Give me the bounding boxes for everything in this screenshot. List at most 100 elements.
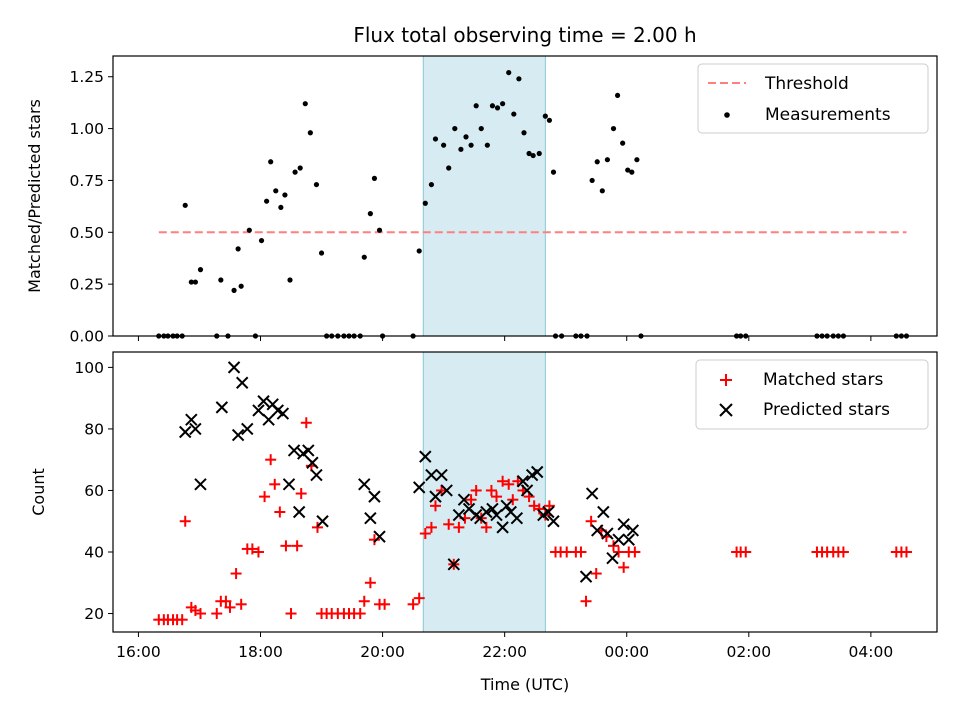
measurement-point	[500, 101, 506, 107]
measurement-point	[468, 142, 474, 148]
top-y-tick-label: 0.00	[69, 328, 104, 346]
matched-star-point	[590, 568, 602, 580]
predicted-star-point	[601, 527, 614, 540]
matched-star-point	[419, 528, 431, 540]
measurement-point	[542, 113, 548, 119]
bottom-legend-box	[695, 359, 929, 430]
measurement-point	[313, 181, 320, 188]
matched-star-point	[837, 546, 849, 558]
predicted-star-point	[235, 376, 249, 389]
matched-star-point	[740, 546, 752, 558]
x-tick-label: 02:00	[726, 643, 771, 661]
matched-star-point	[246, 543, 258, 555]
matched-star-point	[354, 608, 366, 620]
measurement-point	[511, 111, 517, 117]
matched-star-point	[453, 521, 465, 533]
matched-star-point	[507, 494, 519, 506]
predicted-star-point	[302, 444, 315, 457]
bottom-y-axis-label: Count	[29, 468, 48, 516]
bottom-legend: Matched stars Predicted stars	[695, 359, 929, 430]
predicted-star-point	[412, 481, 426, 494]
predicted-star-point	[585, 487, 599, 500]
measurement-point	[192, 279, 198, 285]
x-tick-label: 04:00	[849, 643, 894, 661]
matched-star-point	[429, 500, 441, 512]
measurement-point	[604, 157, 611, 163]
measurement-point	[371, 175, 378, 181]
x-tick-label: 16:00	[116, 643, 161, 661]
measurement-point	[546, 117, 553, 123]
matched-star-point	[407, 598, 419, 610]
matched-star-point	[503, 478, 515, 490]
measurement-point	[589, 177, 595, 184]
matched-star-point	[179, 515, 191, 527]
predicted-star-point	[500, 499, 513, 513]
top-data-points	[156, 69, 910, 339]
bottom-y-tick-label: 20	[84, 605, 104, 623]
predicted-star-point	[542, 505, 555, 519]
matched-star-point	[543, 500, 555, 512]
measurement-point	[297, 165, 303, 171]
measurement-point	[599, 188, 605, 194]
top-y-axis: 0.00 0.25 0.50 0.75 1.00 1.25	[69, 68, 113, 346]
measurement-point	[494, 105, 501, 111]
predicted-star-point	[282, 478, 296, 491]
bottom-panel: 20 40 60 80 100 16:00 18:00 20:00 22:00 00:00 02:…	[29, 351, 938, 694]
top-y-tick-label: 1.25	[69, 68, 104, 86]
matched-star-point	[265, 454, 277, 466]
matched-star-point	[585, 515, 597, 527]
x-tick-label: 00:00	[604, 643, 649, 661]
predicted-star-point	[496, 521, 509, 534]
matched-star-point	[491, 491, 503, 503]
matched-star-point	[364, 577, 376, 589]
measurement-point	[318, 250, 325, 256]
predicted-star-point	[185, 413, 198, 426]
matched-star-point	[379, 598, 391, 610]
threshold-legend-label: Threshold	[764, 74, 849, 94]
predicted-stars-legend-label: Predicted stars	[763, 400, 890, 420]
measurement-point	[367, 211, 373, 217]
matched-star-point	[413, 592, 425, 604]
predicted-star-point	[435, 468, 448, 482]
matched-star-point	[235, 598, 247, 610]
x-tick-label: 18:00	[238, 643, 283, 661]
matched-star-point	[629, 546, 641, 558]
measurement-point	[536, 150, 542, 157]
predicted-star-point	[480, 505, 493, 519]
measurement-point	[473, 103, 479, 109]
predicted-star-point	[452, 508, 466, 522]
predicted-star-point	[606, 551, 619, 565]
predicted-star-point	[189, 422, 202, 436]
bottom-x-axis-label: Time (UTC)	[480, 675, 569, 694]
measurement-point	[625, 167, 631, 173]
predicted-star-point	[490, 508, 503, 522]
matched-star-point	[291, 540, 303, 552]
matched-star-point	[368, 534, 380, 546]
predicted-star-point	[252, 404, 265, 417]
matched-star-point	[311, 521, 323, 533]
measurement-point	[446, 165, 452, 171]
predicted-star-point	[368, 490, 381, 503]
measurement-point	[235, 246, 241, 252]
predicted-star-point	[215, 401, 229, 414]
top-y-tick-label: 0.25	[69, 276, 104, 294]
top-y-tick-label: 0.75	[69, 172, 104, 190]
predicted-star-point	[292, 505, 306, 519]
matched-stars-legend-swatch	[720, 374, 732, 386]
measurement-point	[292, 169, 298, 175]
predicted-star-point	[486, 502, 499, 516]
bottom-plot-frame	[112, 351, 938, 633]
matched-star-point	[580, 595, 592, 607]
measurement-point	[484, 142, 490, 148]
predicted-star-point	[516, 475, 530, 488]
measurement-point	[218, 277, 224, 283]
measurement-point	[441, 142, 447, 148]
matched-star-point	[230, 568, 242, 580]
predicted-star-point	[358, 478, 371, 491]
measurements-legend-swatch	[724, 112, 730, 118]
measurement-point	[530, 152, 536, 159]
measurement-point	[278, 204, 284, 211]
measurements-legend-label: Measurements	[765, 105, 891, 125]
matched-star-point	[176, 614, 188, 626]
matched-star-point	[269, 478, 281, 490]
